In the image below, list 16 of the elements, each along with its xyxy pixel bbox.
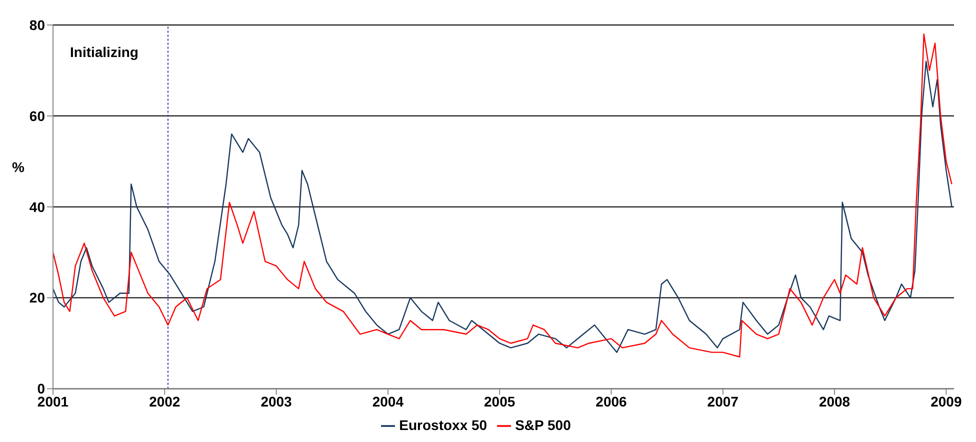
y-tick-label: 40: [29, 198, 46, 215]
y-tick-label: 20: [29, 290, 46, 306]
y-axis-title: %: [12, 158, 25, 175]
x-tick-label: 2007: [707, 394, 739, 410]
legend-label: S&P 500: [515, 416, 571, 433]
x-tick-label: 2005: [484, 394, 516, 410]
x-tick-label: 2003: [260, 394, 292, 410]
x-tick-label: 2002: [149, 394, 180, 410]
x-tick-label: 2008: [818, 394, 850, 410]
legend-label: Eurostoxx 50: [399, 416, 488, 433]
x-tick-label: 2006: [596, 394, 628, 410]
x-tick-label: 2009: [930, 394, 962, 410]
y-tick-label: 80: [29, 16, 46, 33]
y-tick-label: 60: [29, 108, 46, 124]
annotation: Initializing: [70, 44, 138, 60]
x-tick-label: 2004: [372, 394, 404, 410]
